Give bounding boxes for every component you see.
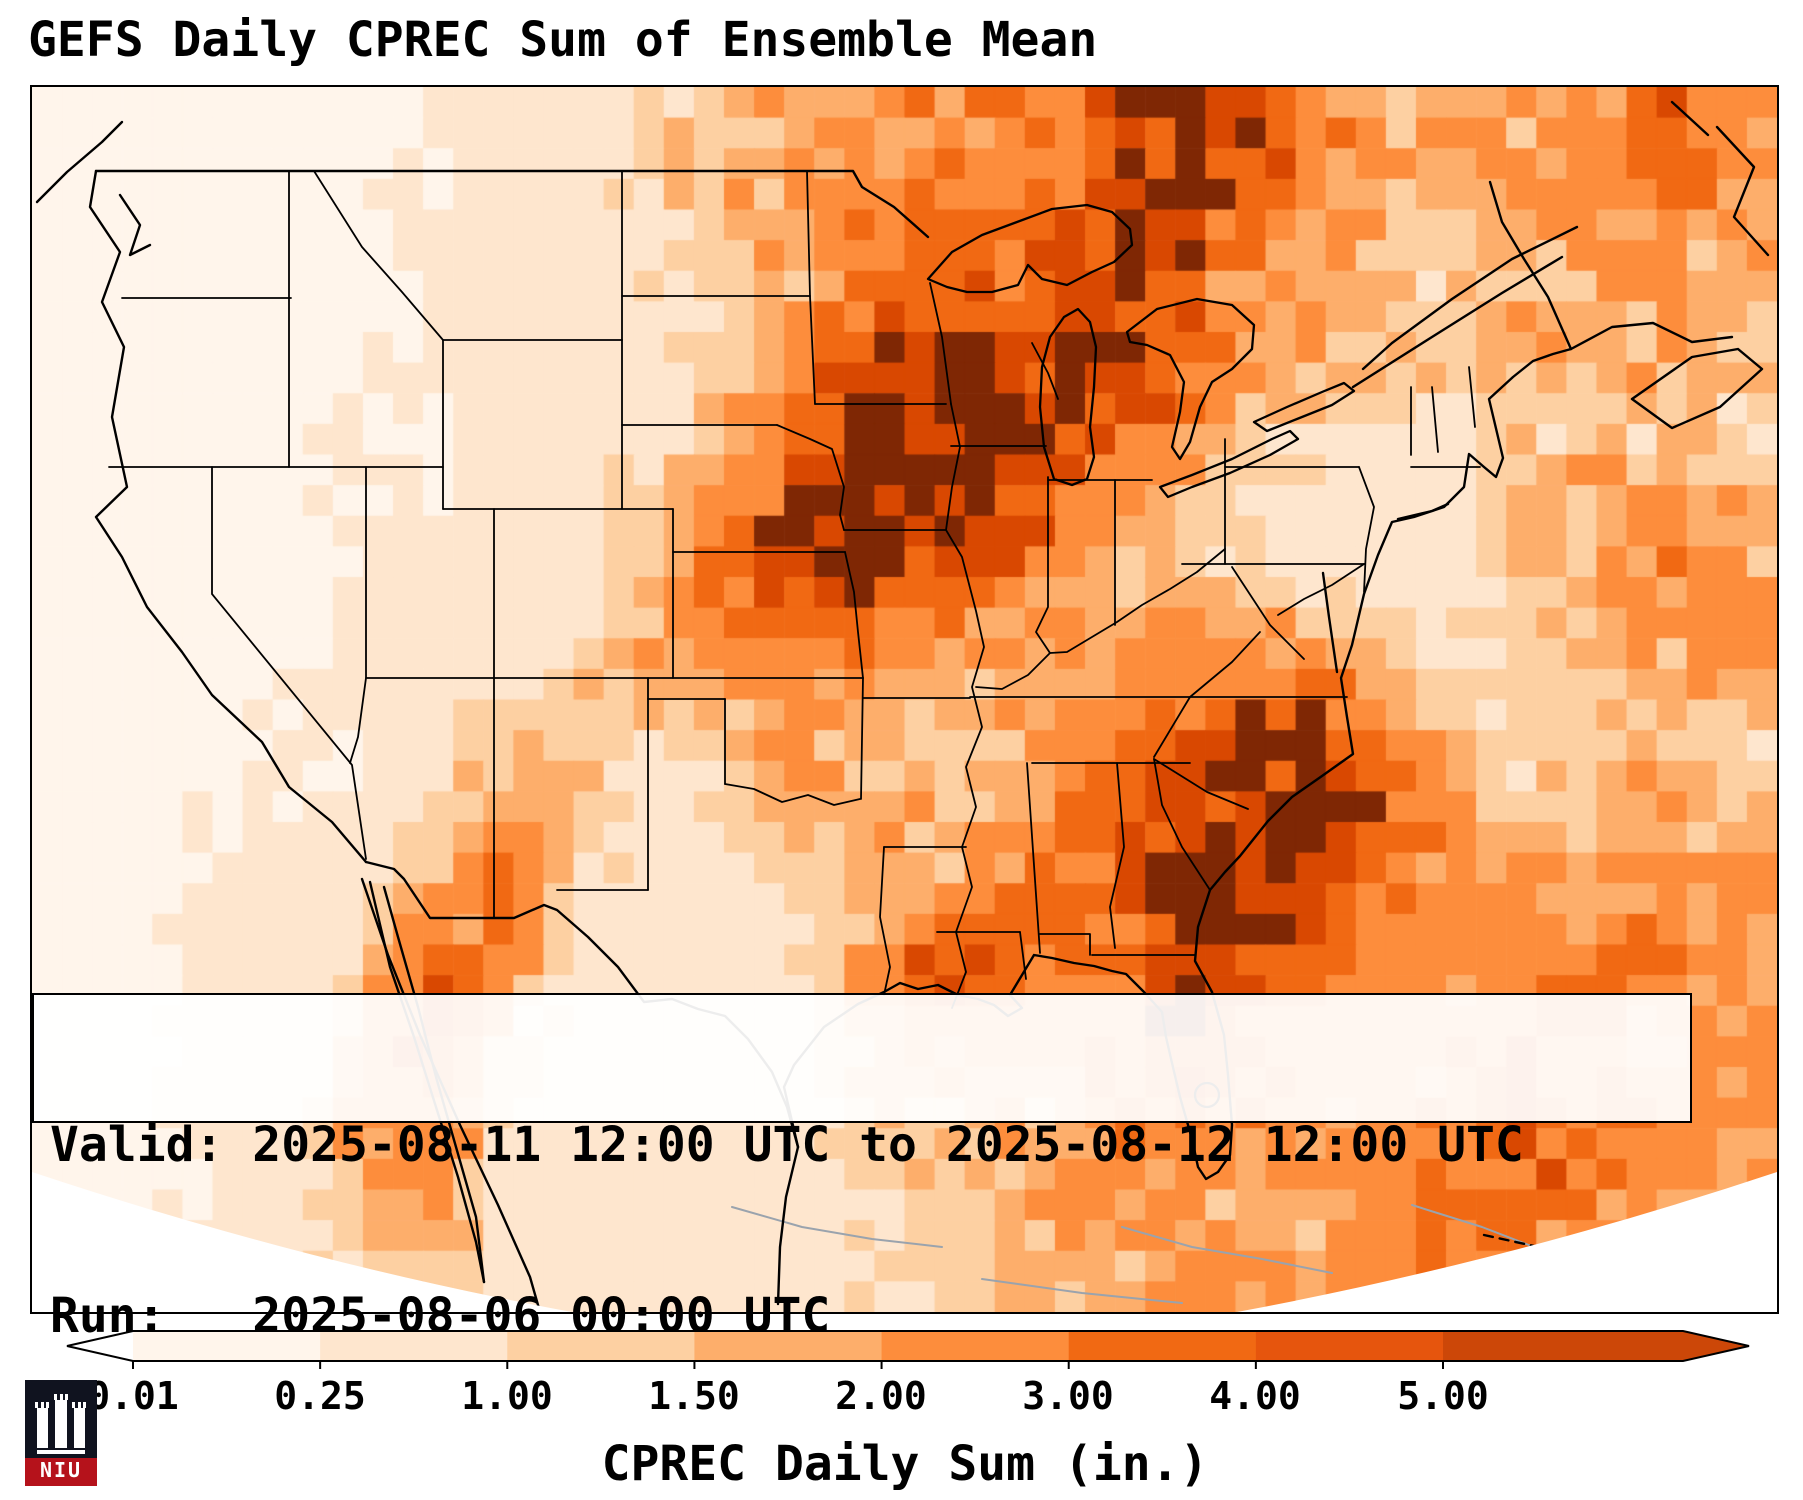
state-boundaries bbox=[108, 170, 1481, 1009]
colorbar-tick-label: 4.00 bbox=[1209, 1374, 1301, 1418]
colorbar-tick-label: 1.50 bbox=[648, 1374, 740, 1418]
figure-title: GEFS Daily CPREC Sum of Ensemble Mean bbox=[28, 12, 1098, 68]
gray-coastlines bbox=[731, 1204, 1535, 1304]
valid-time-text: Valid: 2025-08-11 12:00 UTC to 2025-08-1… bbox=[50, 1117, 1524, 1173]
colorbar-tick-label: 2.00 bbox=[835, 1374, 927, 1418]
niu-logo: NIU bbox=[25, 1380, 97, 1486]
colorbar bbox=[66, 1330, 1750, 1369]
projection-corner-masks bbox=[32, 1172, 1777, 1312]
niu-castle-icon bbox=[25, 1380, 97, 1486]
great-lakes bbox=[926, 203, 1356, 1109]
colorbar-axis-label: CPREC Daily Sum (in.) bbox=[601, 1436, 1209, 1492]
colorbar-tick-label: 0.25 bbox=[274, 1374, 366, 1418]
colorbar-tick-label: 3.00 bbox=[1022, 1374, 1114, 1418]
map-panel: Valid: 2025-08-11 12:00 UTC to 2025-08-1… bbox=[30, 85, 1779, 1344]
niu-logo-text: NIU bbox=[39, 1458, 83, 1482]
colorbar-tick-label: 0.01 bbox=[87, 1374, 179, 1418]
validity-info-box: Valid: 2025-08-11 12:00 UTC to 2025-08-1… bbox=[32, 993, 1692, 1344]
colorbar-tick-label: 1.00 bbox=[461, 1374, 553, 1418]
colorbar-tick-label: 5.00 bbox=[1397, 1374, 1489, 1418]
